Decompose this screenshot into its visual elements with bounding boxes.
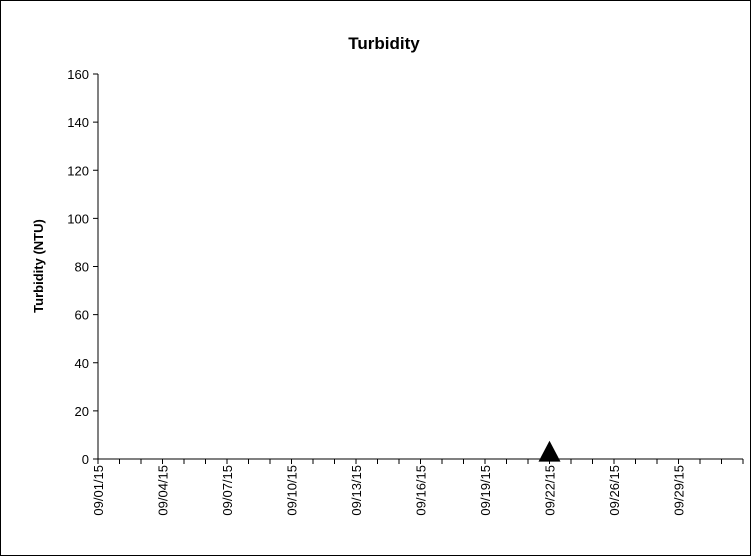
data-point-triangle [538, 440, 561, 462]
y-tick-label: 80 [75, 260, 89, 275]
x-tick-label: 09/10/15 [285, 465, 300, 516]
x-tick-label: 09/19/15 [478, 465, 493, 516]
y-tick-label: 160 [67, 67, 89, 82]
y-ticks: 0 20 40 60 80 100 120 140 160 [67, 67, 98, 467]
y-tick-label: 60 [75, 308, 89, 323]
data-points [538, 440, 561, 462]
y-tick-label: 120 [67, 163, 89, 178]
x-tick-label: 09/01/15 [91, 465, 106, 516]
y-tick-label: 20 [75, 404, 89, 419]
y-tick-label: 100 [67, 211, 89, 226]
y-axis-label: Turbidity (NTU) [31, 219, 46, 313]
x-tick-label: 09/13/15 [349, 465, 364, 516]
x-tick-label: 09/22/15 [543, 465, 558, 516]
y-tick-label: 0 [82, 452, 89, 467]
x-ticks: 09/01/15 09/04/15 09/07/15 09/10/15 09/13/15… [91, 459, 744, 516]
chart-title: Turbidity [348, 34, 420, 53]
x-tick-label: 09/07/15 [220, 465, 235, 516]
x-tick-label: 09/16/15 [414, 465, 429, 516]
x-tick-label: 09/26/15 [607, 465, 622, 516]
y-tick-label: 140 [67, 115, 89, 130]
x-tick-label: 09/29/15 [672, 465, 687, 516]
y-tick-label: 40 [75, 356, 89, 371]
x-tick-label: 09/04/15 [156, 465, 171, 516]
